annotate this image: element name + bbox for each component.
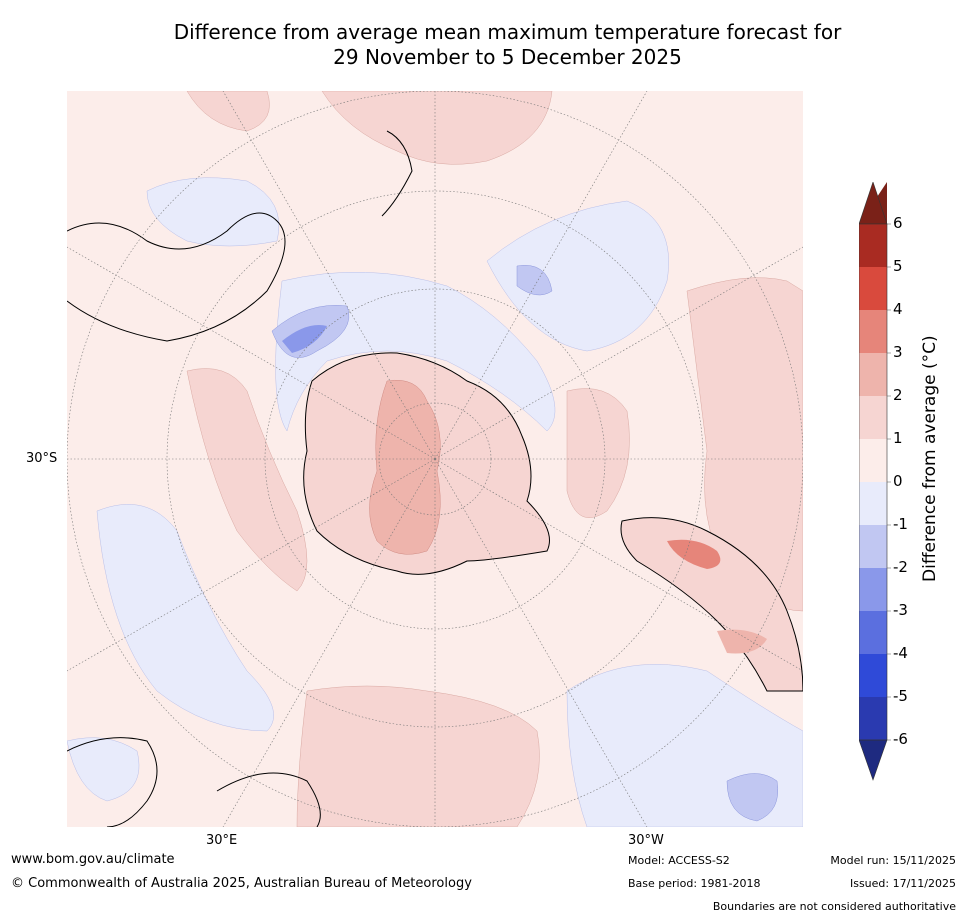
- warm-anomaly-1-2: [186, 91, 803, 827]
- colorbar-tick-0: 0: [893, 472, 903, 490]
- new-zealand-coastline: [381, 130, 413, 217]
- meridian-30e: [222, 458, 436, 827]
- cool-anomaly-m2-m3: [282, 325, 327, 353]
- colorbar-m1-0: [859, 482, 887, 525]
- footer-model: Model: ACCESS-S2: [628, 854, 730, 867]
- lon-label-30w: 30°W: [628, 833, 664, 848]
- colorbar-ticks: [887, 223, 891, 741]
- meridian-120e: [67, 246, 436, 460]
- footer-disclaimer: Boundaries are not considered authoritat…: [712, 900, 956, 913]
- meridian-150e: [222, 91, 436, 460]
- australia-coastline: [67, 212, 286, 342]
- colorbar-tick-4: 4: [893, 300, 903, 318]
- lat-circle-60s: [264, 288, 606, 630]
- colorbar-m2-m1: [859, 525, 887, 568]
- footer-model-run: Model run: 15/11/2025: [830, 854, 956, 867]
- coastlines: [67, 130, 413, 827]
- colorbar-3-4: [859, 310, 887, 353]
- meridian-120w: [434, 246, 803, 460]
- title-line-2: 29 November to 5 December 2025: [333, 45, 682, 69]
- colorbar-m4-m3: [859, 611, 887, 654]
- colorbar-m6-m5: [859, 697, 887, 740]
- colorbar-tick-1: 1: [893, 429, 903, 447]
- colorbar: [859, 182, 891, 781]
- meridian-30w: [434, 458, 648, 827]
- colorbar-tick-m5: -5: [893, 687, 908, 705]
- colorbar-label: Difference from average (°C): [920, 335, 940, 582]
- colorbar-tick-3: 3: [893, 343, 903, 361]
- warm-anomaly-3-4: [667, 539, 721, 569]
- colorbar-0-1: [859, 439, 887, 482]
- colorbar-m3-m2: [859, 568, 887, 611]
- lat-label-30s: 30°S: [26, 451, 58, 466]
- meridian-150w: [434, 91, 648, 460]
- meridian-60e: [67, 458, 436, 672]
- colorbar-1-2: [859, 396, 887, 439]
- antarctica-region: [303, 352, 550, 575]
- colorbar-tick-6: 6: [893, 214, 903, 232]
- colorbar-2-3: [859, 353, 887, 396]
- meridian-60w: [434, 458, 803, 672]
- colorbar-arrow-bottom: [859, 739, 888, 781]
- map-panel[interactable]: [67, 91, 803, 827]
- colorbar-m5-m4: [859, 654, 887, 697]
- colorbar-5-6: [859, 224, 887, 267]
- colorbar-4-5: [859, 267, 887, 310]
- footer-copyright: © Commonwealth of Australia 2025, Austra…: [11, 876, 472, 891]
- footer-website[interactable]: www.bom.gov.au/climate: [11, 852, 175, 867]
- colorbar-tick-m2: -2: [893, 558, 908, 576]
- africa-south-coastline: [216, 772, 321, 827]
- colorbar-tick-m1: -1: [893, 515, 908, 533]
- africa-coastline: [67, 737, 158, 827]
- warm-anomaly-2-3-south: [717, 629, 767, 654]
- colorbar-tick-2: 2: [893, 386, 903, 404]
- title-line-1: Difference from average mean maximum tem…: [173, 20, 842, 44]
- colorbar-tick-m4: -4: [893, 644, 908, 662]
- lat-circle-45s: [166, 190, 704, 728]
- lon-label-30e: 30°E: [206, 833, 238, 848]
- colorbar-tick-m6: -6: [893, 730, 908, 748]
- colorbar-tick-5: 5: [893, 257, 903, 275]
- footer-base-period: Base period: 1981-2018: [628, 877, 761, 890]
- footer-issued: Issued: 17/11/2025: [849, 877, 956, 890]
- colorbar-tick-m3: -3: [893, 601, 908, 619]
- graticule: [67, 91, 803, 827]
- chart-title: Difference from average mean maximum tem…: [60, 20, 955, 70]
- polar-map: [67, 91, 803, 827]
- warm-anomaly-2-3: [369, 379, 441, 555]
